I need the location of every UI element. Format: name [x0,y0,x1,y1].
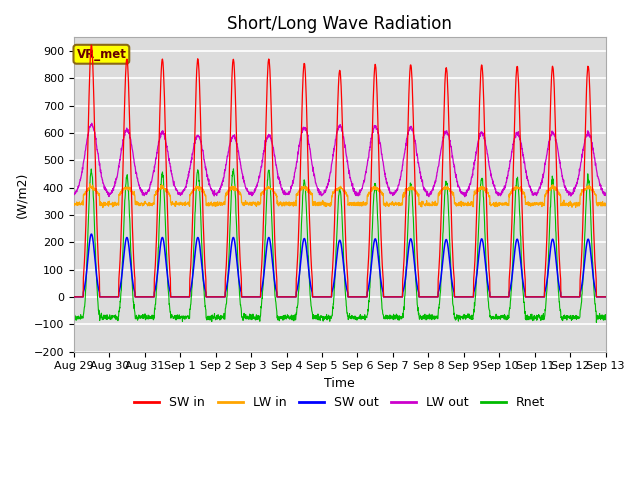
Legend: SW in, LW in, SW out, LW out, Rnet: SW in, LW in, SW out, LW out, Rnet [129,391,550,414]
Y-axis label: (W/m2): (W/m2) [15,171,28,217]
X-axis label: Time: Time [324,377,355,390]
Title: Short/Long Wave Radiation: Short/Long Wave Radiation [227,15,452,33]
Text: VR_met: VR_met [76,48,126,61]
